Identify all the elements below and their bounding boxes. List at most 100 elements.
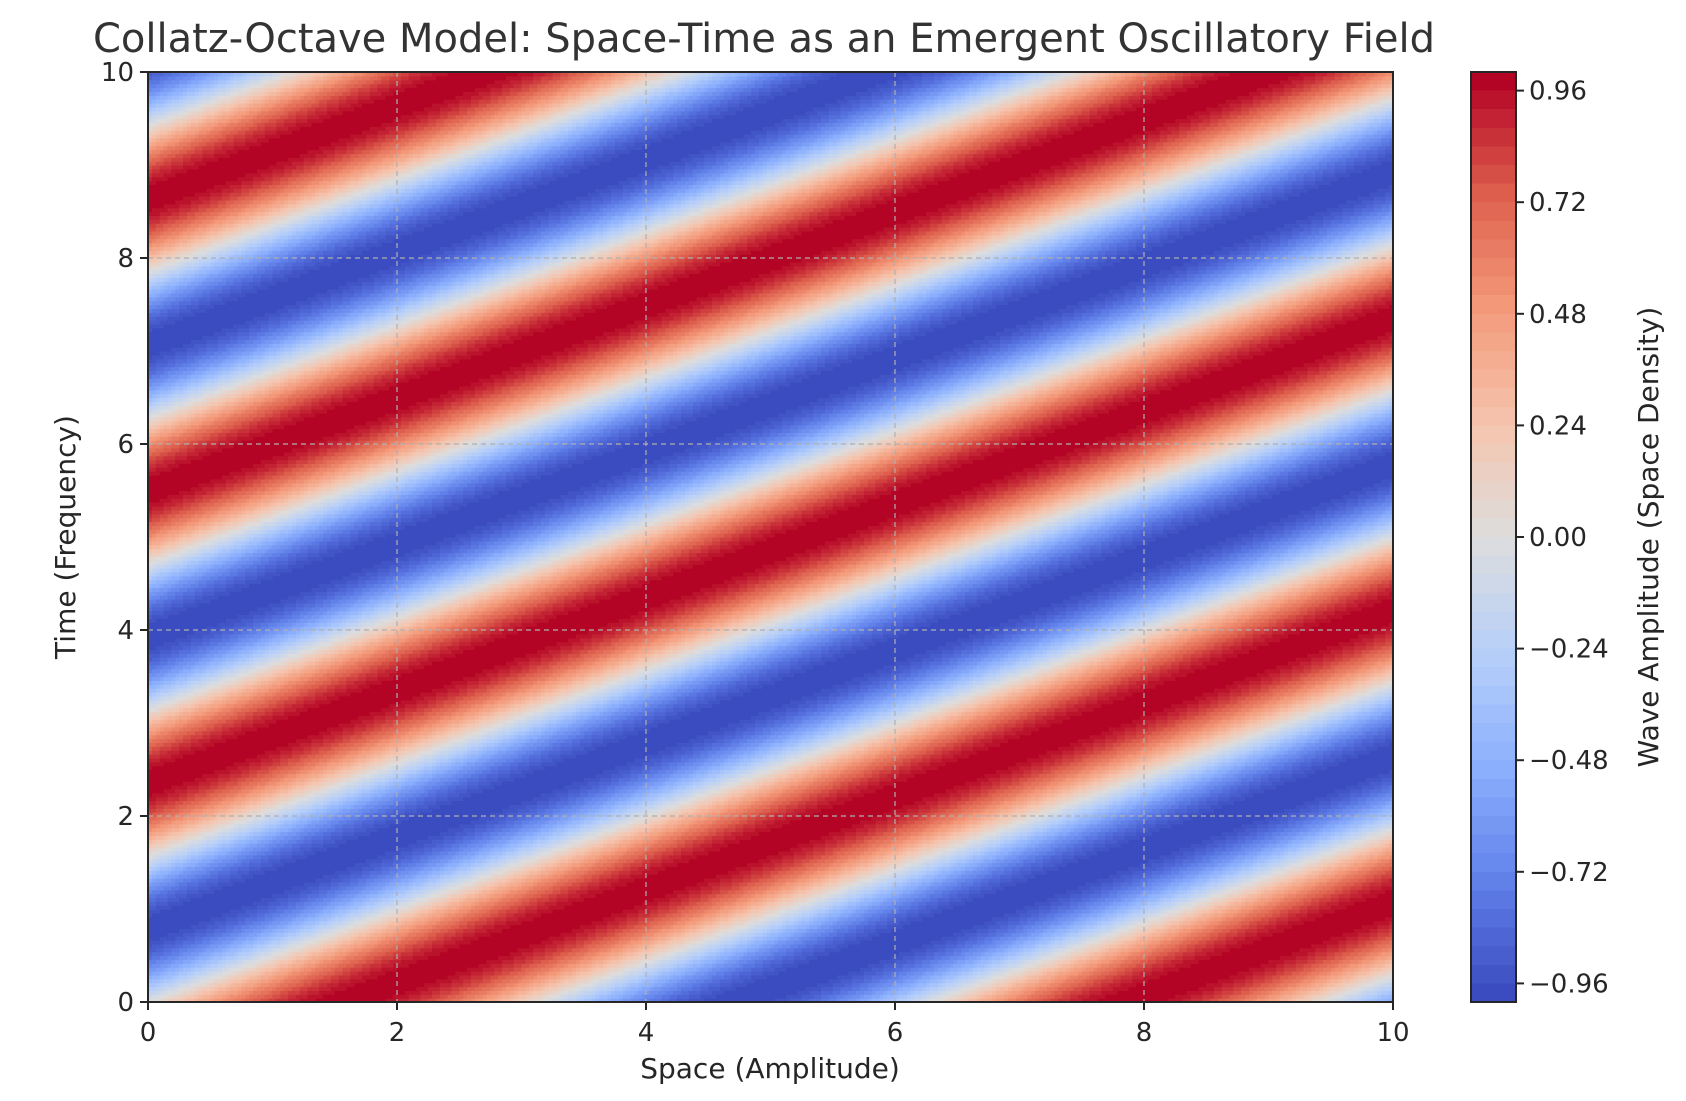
heatmap-cell [568,994,572,998]
heatmap-cell [662,990,666,994]
heatmap-cell [498,994,502,998]
heatmap-cell [1160,994,1164,998]
heatmap-cell [860,994,864,998]
heatmap-cell [903,990,907,994]
heatmap-cell [806,990,810,994]
heatmap-cell [152,990,156,994]
heatmap-cell [506,990,510,994]
heatmap-cell [253,994,257,998]
heatmap-cell [1300,994,1304,998]
heatmap-cell [1113,994,1117,998]
heatmap-cell [315,987,319,991]
heatmap-cell [288,990,292,994]
heatmap-cell [1171,994,1175,998]
heatmap-cell [1245,990,1249,994]
heatmap-cell [755,990,759,994]
heatmap-cell [712,990,716,994]
heatmap-cell [230,987,234,991]
heatmap-cell [708,990,712,994]
heatmap-cell [665,994,669,998]
heatmap-cell [778,994,782,998]
heatmap-cell [1074,994,1078,998]
heatmap-cell [700,994,704,998]
heatmap-cell [673,990,677,994]
heatmap-cell [175,990,179,994]
heatmap-cell [1307,994,1311,998]
heatmap-cell [249,987,253,991]
heatmap-cell [1035,990,1039,994]
heatmap-cell [339,994,343,998]
heatmap-cell [1086,990,1090,994]
heatmap-cell [510,994,514,998]
heatmap-cell [611,994,615,998]
heatmap-cell [739,990,743,994]
heatmap-cell [416,994,420,998]
heatmap-cell [253,987,257,991]
heatmap-cell [273,990,277,994]
heatmap-cell [284,994,288,998]
heatmap-cell [911,994,915,998]
heatmap-cell [518,990,522,994]
heatmap-cell [401,990,405,994]
heatmap-cell [1276,990,1280,994]
heatmap-cell [265,987,269,991]
heatmap-cell [856,994,860,998]
heatmap-cell [1132,994,1136,998]
heatmap-cell [844,994,848,998]
heatmap-cell [942,994,946,998]
heatmap-cell [226,990,230,994]
heatmap-cell [237,987,241,991]
heatmap-cell [1082,994,1086,998]
heatmap-cell [1210,994,1214,998]
heatmap-cell [179,987,183,991]
heatmap-cell [973,990,977,994]
heatmap-cell [946,990,950,994]
heatmap-cell [292,994,296,998]
heatmap-cell [852,994,856,998]
heatmap-cell [1125,994,1129,998]
heatmap-cell [1381,990,1385,994]
heatmap-cell [292,987,296,991]
heatmap-cell [634,990,638,994]
heatmap-cell [1093,994,1097,998]
heatmap-cell [288,994,292,998]
heatmap-cell [697,990,701,994]
heatmap-cell [327,994,331,998]
heatmap-cell [471,994,475,998]
heatmap-cell [249,990,253,994]
heatmap-cell [879,990,883,994]
heatmap-cell [934,994,938,998]
heatmap-cell [1381,994,1385,998]
heatmap-cell [665,990,669,994]
heatmap-cell [420,994,424,998]
heatmap-cell [743,994,747,998]
heatmap-cell [1354,994,1358,998]
heatmap-cell [981,994,985,998]
heatmap-cell [354,994,358,998]
heatmap-cell [214,994,218,998]
heatmap-cell [708,994,712,998]
heatmap-cell [1167,990,1171,994]
heatmap-cell [949,994,953,998]
heatmap-cell [319,994,323,998]
heatmap-cell [751,994,755,998]
heatmap-cell [1214,994,1218,998]
heatmap-cell [1342,994,1346,998]
heatmap-cell [280,994,284,998]
heatmap-cell [969,990,973,994]
heatmap-cell [720,990,724,994]
heatmap-cell [179,994,183,998]
heatmap-cell [973,994,977,998]
heatmap-cell [1370,990,1374,994]
heatmap-cell [424,990,428,994]
heatmap-cell [549,994,553,998]
heatmap-cell [1031,994,1035,998]
heatmap-cell [1148,990,1152,994]
heatmap-cell [965,990,969,994]
heatmap-cell [164,994,168,998]
heatmap-cell [584,994,588,998]
heatmap-cell [1066,990,1070,994]
heatmap-cell [350,990,354,994]
heatmap-cell [486,994,490,998]
heatmap-cell [747,990,751,994]
